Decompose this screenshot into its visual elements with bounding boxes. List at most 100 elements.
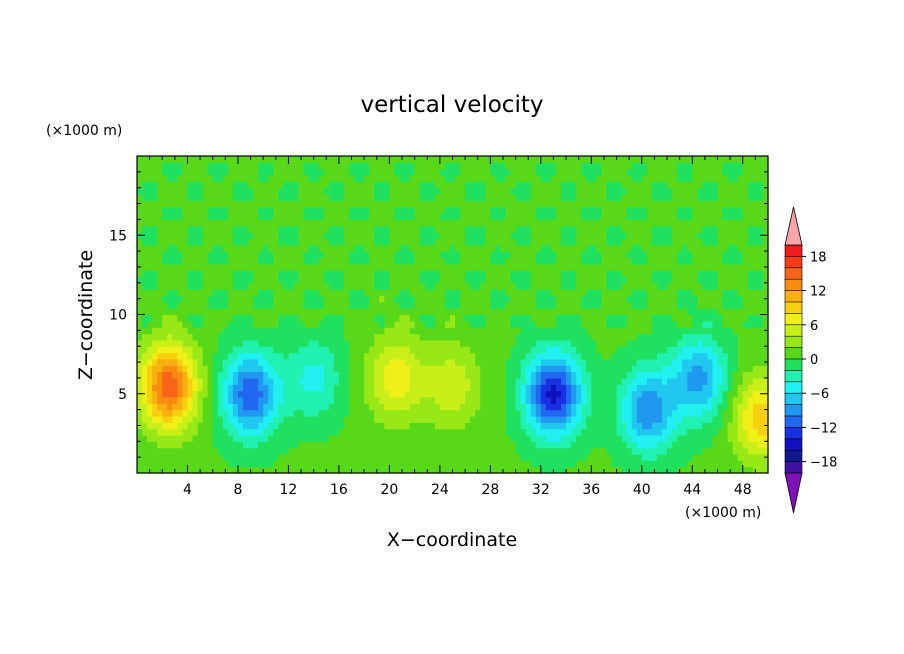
heatmap-cell [500, 396, 507, 404]
heatmap-cell [258, 314, 264, 322]
heatmap-cell [313, 251, 320, 259]
heatmap-cell [253, 270, 259, 278]
heatmap-cell [374, 390, 380, 398]
heatmap-cell [439, 346, 446, 354]
heatmap-cell [232, 352, 239, 360]
heatmap-cell [384, 441, 390, 449]
heatmap-cell [712, 377, 719, 385]
heatmap-cell [343, 352, 350, 360]
heatmap-cell [475, 384, 481, 392]
heatmap-cell [333, 396, 340, 404]
heatmap-cell [298, 295, 305, 303]
heatmap-cell [727, 453, 734, 461]
heatmap-cell [672, 320, 678, 328]
heatmap-cell [338, 301, 345, 309]
heatmap-cell [535, 409, 542, 417]
heatmap-cell [561, 289, 567, 297]
heatmap-cell [460, 377, 466, 385]
heatmap-cell [192, 244, 199, 252]
heatmap-cell [359, 282, 365, 290]
heatmap-cell [515, 301, 522, 309]
heatmap-cell [571, 238, 577, 246]
heatmap-cell [500, 434, 507, 442]
heatmap-cell [404, 396, 411, 404]
heatmap-cell [656, 377, 663, 385]
heatmap-cell [495, 384, 502, 392]
heatmap-cell [172, 352, 178, 360]
heatmap-cell [217, 263, 224, 271]
heatmap-cell [601, 339, 608, 347]
heatmap-cell [258, 371, 264, 379]
heatmap-cell [465, 219, 471, 227]
heatmap-cell [152, 276, 158, 284]
heatmap-cell [601, 415, 608, 423]
heatmap-cell [424, 270, 431, 278]
heatmap-cell [328, 327, 335, 335]
heatmap-cell [394, 403, 401, 411]
heatmap-cell [591, 428, 597, 436]
heatmap-cell [460, 390, 466, 398]
heatmap-cell [581, 390, 587, 398]
heatmap-cell [480, 365, 486, 373]
heatmap-cell [237, 346, 244, 354]
heatmap-cell [439, 308, 446, 316]
heatmap-cell [616, 320, 623, 328]
heatmap-cell [293, 422, 300, 430]
heatmap-cell [631, 276, 638, 284]
heatmap-cell [354, 282, 360, 290]
heatmap-cell [444, 263, 451, 271]
heatmap-cell [742, 415, 749, 423]
heatmap-cell [374, 301, 380, 309]
heatmap-cell [646, 346, 653, 354]
heatmap-cell [399, 301, 406, 309]
heatmap-cell [540, 308, 547, 316]
heatmap-cell [298, 447, 305, 455]
heatmap-cell [389, 225, 396, 233]
heatmap-cell [621, 422, 628, 430]
heatmap-cell [157, 428, 163, 436]
heatmap-cell [475, 257, 481, 265]
heatmap-cell [359, 219, 365, 227]
heatmap-cell [550, 327, 557, 335]
heatmap-cell [742, 390, 749, 398]
heatmap-cell [288, 270, 295, 278]
heatmap-cell [323, 441, 330, 449]
heatmap-cell [278, 460, 284, 468]
heatmap-cell [525, 238, 532, 246]
heatmap-cell [667, 365, 673, 373]
heatmap-cell [742, 422, 749, 430]
heatmap-cell [555, 314, 562, 322]
heatmap-cell [268, 384, 274, 392]
heatmap-cell [444, 320, 451, 328]
heatmap-cell [550, 358, 557, 366]
heatmap-cell [202, 365, 209, 373]
heatmap-cell [576, 371, 582, 379]
heatmap-cell [596, 428, 603, 436]
heatmap-cell [273, 453, 279, 461]
heatmap-cell [485, 263, 491, 271]
heatmap-cell [268, 390, 274, 398]
heatmap-cell [656, 396, 663, 404]
heatmap-cell [323, 308, 330, 316]
heatmap-cell [667, 415, 673, 423]
heatmap-cell [258, 232, 264, 240]
heatmap-cell [732, 225, 739, 233]
heatmap-cell [500, 352, 507, 360]
heatmap-cell [636, 441, 643, 449]
heatmap-cell [520, 289, 527, 297]
heatmap-cell [717, 276, 724, 284]
heatmap-cell [717, 320, 724, 328]
heatmap-cell [505, 276, 512, 284]
heatmap-cell [349, 327, 355, 335]
heatmap-cell [399, 460, 406, 468]
heatmap-cell [566, 352, 572, 360]
heatmap-cell [409, 282, 416, 290]
heatmap-cell [697, 289, 703, 297]
heatmap-cell [379, 346, 385, 354]
heatmap-cell [535, 460, 542, 468]
heatmap-cell [192, 358, 199, 366]
heatmap-cell [566, 219, 572, 227]
heatmap-cell [545, 232, 552, 240]
heatmap-cell [490, 396, 497, 404]
heatmap-cell [399, 377, 406, 385]
